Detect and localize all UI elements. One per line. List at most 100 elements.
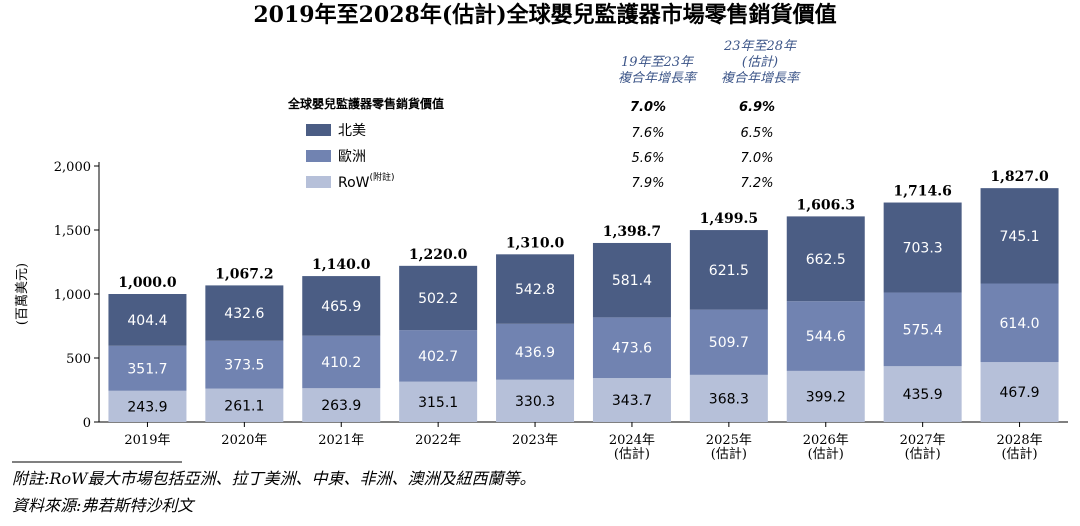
bar-value-label: 330.3 [515, 394, 555, 410]
bar-segment-europe [205, 340, 284, 389]
bar-value-label: 467.9 [1000, 385, 1040, 401]
x-tick-label: (估計) [1001, 446, 1037, 462]
bar-segment-north-america [689, 230, 768, 310]
bar-segment-europe [108, 345, 187, 391]
legend-swatch-row [306, 176, 331, 188]
footnote-note: 附註:RoW最大市場包括亞洲、拉丁美洲、中東、非洲、澳洲及紐西蘭等。 [12, 469, 536, 488]
x-tick-label: 2024年 [609, 433, 655, 448]
bar-total-label: 1,827.0 [990, 169, 1049, 185]
bar-value-label: 399.2 [806, 389, 846, 405]
cagr-value: 7.0% [740, 151, 773, 166]
bar-value-label: 436.9 [515, 345, 555, 361]
bar-value-label: 373.5 [224, 358, 264, 374]
bar-value-label: 432.6 [224, 306, 264, 322]
bar-segment-north-america [205, 285, 284, 341]
bar-value-label: 575.4 [903, 322, 943, 338]
bar-segment-row [205, 388, 284, 422]
bar-segment-europe [399, 330, 478, 382]
bar-total-label: 1,606.3 [797, 197, 855, 213]
legend-label-europe: 歐洲 [338, 149, 366, 165]
bar-total-label: 1,499.5 [700, 211, 758, 227]
bar-segment-row [592, 378, 671, 422]
cagr-header-2-line-2: (估計) [742, 55, 778, 70]
y-tick-label: 1,000 [54, 288, 91, 303]
y-axis-label: (百萬美元) [15, 263, 30, 325]
bar-value-label: 509.7 [709, 335, 749, 351]
bar-value-label: 410.2 [321, 355, 361, 371]
bar-segment-europe [689, 309, 768, 375]
bar-segment-europe [496, 323, 575, 380]
x-tick-label: 2019年 [124, 433, 170, 448]
bar-value-label: 662.5 [806, 252, 846, 268]
bar-segment-europe [980, 283, 1059, 363]
x-tick-label: 2025年 [706, 433, 752, 448]
legend-swatch-north-america [306, 124, 331, 136]
cagr-header-2-line-1: 23年至28年 [723, 39, 798, 54]
bar-total-label: 1,067.2 [215, 266, 273, 282]
cagr-header-1-line-1: 19年至23年 [621, 55, 695, 70]
bar-segment-europe [883, 292, 962, 367]
chart-title: 2019年至2028年(估計)全球嬰兒監護器市場零售銷貨價值 [253, 2, 836, 28]
cagr-value: 6.9% [739, 100, 775, 115]
bar-value-label: 263.9 [321, 398, 361, 414]
bar-value-label: 614.0 [1000, 316, 1040, 332]
bar-segment-europe [592, 317, 671, 379]
bar-segment-row [302, 388, 381, 422]
bar-value-label: 435.9 [903, 387, 943, 403]
x-tick-label: 2020年 [221, 433, 267, 448]
bar-value-label: 261.1 [224, 398, 264, 414]
bar-value-label: 745.1 [1000, 229, 1040, 245]
bar-segment-europe [302, 335, 381, 389]
bar-value-label: 473.6 [612, 341, 652, 357]
x-tick-label: 2026年 [803, 433, 849, 448]
bar-value-label: 544.6 [806, 329, 846, 345]
bar-value-label: 315.1 [418, 395, 458, 411]
bar-segment-north-america [883, 202, 962, 293]
legend-title: 全球嬰兒監護器零售銷貨價值 [287, 96, 444, 111]
y-tick-label: 1,500 [54, 224, 91, 239]
bar-segment-row [689, 374, 768, 422]
bar-segment-row [980, 362, 1059, 422]
y-tick-label: 0 [83, 416, 91, 431]
cagr-value: 7.9% [631, 176, 664, 191]
x-tick-label: 2027年 [900, 433, 946, 448]
bar-value-label: 402.7 [418, 349, 458, 365]
bar-segment-row [883, 366, 962, 422]
legend-label-north-america: 北美 [338, 123, 366, 139]
cagr-table: 19年至23年 複合年增長率 23年至28年 (估計) 複合年增長率 7.0% … [618, 39, 801, 191]
cagr-value: 5.6% [631, 151, 664, 166]
bar-value-label: 243.9 [127, 399, 167, 415]
bar-total-label: 1,000.0 [118, 275, 177, 291]
bar-total-label: 1,714.6 [893, 184, 951, 200]
bar-segment-row [786, 370, 865, 422]
y-tick-label: 500 [66, 352, 91, 367]
bar-value-label: 542.8 [515, 282, 555, 298]
bar-value-label: 404.4 [127, 313, 167, 329]
x-tick-label: 2022年 [415, 433, 461, 448]
bar-segment-north-america [592, 242, 671, 318]
bar-total-label: 1,220.0 [409, 247, 468, 263]
bars: 243.9 351.7 404.4 1,000.0 261.1 373.5 432.6 1,0… [108, 169, 1059, 422]
bar-segment-north-america [108, 294, 187, 346]
bar-segment-north-america [399, 265, 478, 331]
footnote-source: 資料來源:弗若斯特沙利文 [12, 496, 195, 515]
bar-segment-north-america [496, 254, 575, 324]
bar-segment-north-america [786, 216, 865, 302]
cagr-value: 7.2% [740, 176, 773, 191]
bar-value-label: 368.3 [709, 391, 749, 407]
bar-value-label: 621.5 [709, 263, 749, 279]
bar-value-label: 351.7 [127, 361, 167, 377]
bar-value-label: 703.3 [903, 241, 943, 257]
x-tick-label: (估計) [905, 446, 941, 462]
cagr-header-1-line-2: 複合年增長率 [618, 70, 698, 86]
bar-segment-row [108, 390, 187, 422]
cagr-value: 6.5% [740, 126, 773, 141]
bar-value-label: 502.2 [418, 291, 458, 307]
bar-total-label: 1,398.7 [603, 224, 661, 240]
bar-segment-europe [786, 301, 865, 371]
bar-total-label: 1,140.0 [312, 257, 371, 273]
bar-value-label: 343.7 [612, 393, 652, 409]
x-tick-label: (估計) [808, 446, 844, 462]
cagr-value: 7.0% [630, 100, 666, 115]
